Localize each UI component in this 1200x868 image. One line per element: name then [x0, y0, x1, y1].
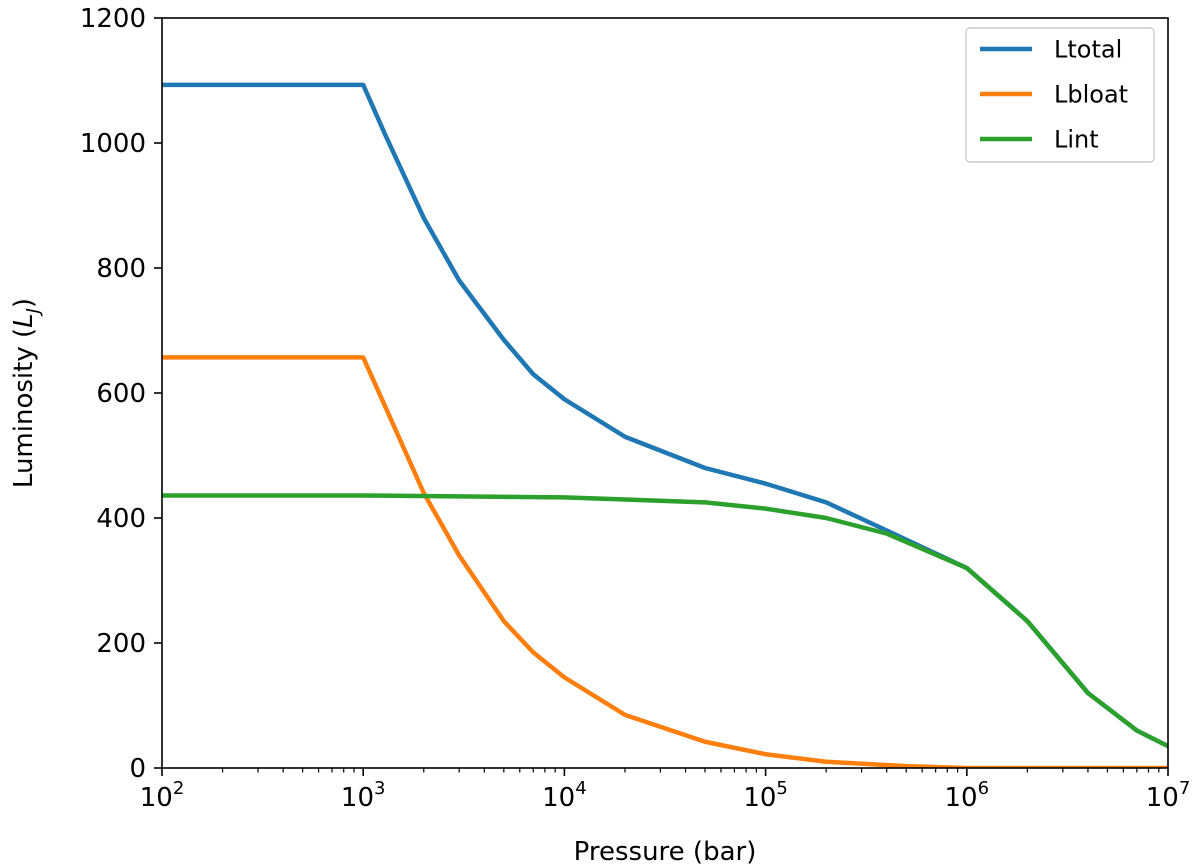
y-axis-label-main: Luminosity ( [9, 328, 39, 488]
legend: Ltotal Lbloat Lint [965, 27, 1155, 163]
y-axis-label-symbol: L [9, 313, 39, 328]
plot-area [162, 82, 1168, 768]
legend-label-ltotal: Ltotal [1054, 36, 1122, 64]
y-tick-label: 800 [96, 254, 146, 284]
y-tick-label: 600 [96, 379, 146, 409]
legend-label-lint: Lint [1054, 126, 1099, 154]
y-axis-label-subscript: J [23, 308, 44, 316]
x-tick-label: 107 [1146, 778, 1191, 813]
y-tick-label: 1200 [80, 4, 146, 34]
x-tick-label: 103 [341, 778, 386, 813]
x-tick-label: 104 [542, 778, 587, 813]
x-tick-label: 105 [743, 778, 788, 813]
x-tick-label: 102 [140, 778, 185, 813]
y-axis-label: Luminosity (LJ) [9, 298, 44, 488]
y-tick-label: 0 [129, 754, 146, 784]
y-tick-label: 200 [96, 629, 146, 659]
x-tick-label: 106 [945, 778, 990, 813]
axes: 102 103 104 105 106 107 0 200 400 600 800 1000 1200 [80, 4, 1190, 813]
series-line-lint [162, 493, 1168, 749]
y-tick-label: 1000 [80, 129, 146, 159]
legend-label-lbloat: Lbloat [1054, 81, 1128, 109]
legend-frame [965, 27, 1155, 163]
y-tick-label: 400 [96, 504, 146, 534]
y-axis-label-close: ) [9, 298, 39, 308]
series-line-ltotal [162, 82, 1168, 749]
x-axis-label: Pressure (bar) [574, 837, 757, 867]
series-line-lbloat [162, 355, 1168, 768]
